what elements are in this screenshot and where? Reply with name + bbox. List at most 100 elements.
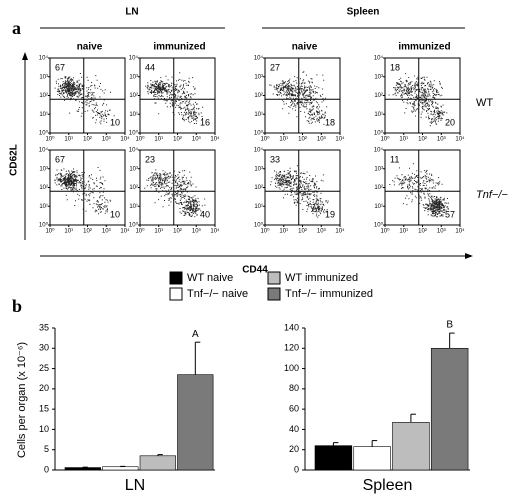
y-tick-label: 10³	[254, 74, 263, 80]
y-tick-label: 40	[289, 424, 299, 434]
x-tick-label: 10²	[418, 137, 427, 143]
annotation: A	[192, 329, 199, 340]
y-tick-label: 120	[284, 343, 299, 353]
x-tick-label: 10⁴	[120, 228, 130, 235]
x-tick-label: 10²	[298, 229, 307, 235]
y-tick-label: 10³	[39, 74, 48, 80]
quadrant-value: 10	[110, 117, 120, 127]
y-tick-label: 10²	[374, 93, 383, 99]
event-cloud	[144, 169, 206, 218]
bar	[314, 445, 353, 471]
quadrant-value: 19	[325, 209, 335, 219]
x-tick-label: 10²	[418, 229, 427, 235]
event-cloud	[389, 163, 449, 218]
condition-label: immunized	[153, 42, 205, 53]
condition-label: naive	[292, 42, 318, 53]
y-tick-label: 10⁴	[39, 147, 49, 154]
quadrant-value: 67	[55, 62, 65, 72]
x-tick-label: 10³	[437, 229, 446, 235]
quadrant-value: 20	[445, 117, 455, 127]
x-tick-label: 10²	[173, 229, 182, 235]
y-axis-label: CD62L	[9, 144, 20, 176]
y-tick-label: 10	[39, 424, 49, 434]
y-tick-label: 10²	[39, 185, 48, 191]
x-axis-label: LN	[125, 477, 145, 494]
y-tick-label: 100	[284, 363, 299, 373]
x-tick-label: 10¹	[64, 137, 73, 143]
y-tick-label: 10³	[254, 166, 263, 172]
y-tick-label: 0	[294, 464, 299, 474]
event-cloud	[54, 167, 112, 215]
y-tick-label: 20	[39, 383, 49, 393]
y-tick-label: 25	[39, 363, 49, 373]
x-tick-label: 10⁰	[260, 136, 270, 143]
bar	[64, 467, 101, 471]
x-tick-label: 10³	[102, 137, 111, 143]
y-tick-label: 10⁰	[129, 222, 139, 229]
y-tick-label: 60	[289, 404, 299, 414]
y-tick-label: 10¹	[129, 204, 138, 210]
y-tick-label: 10⁰	[374, 222, 384, 229]
x-tick-label: 10⁴	[455, 228, 465, 235]
genotype-label: WT	[476, 97, 493, 109]
y-tick-label: 10¹	[129, 112, 138, 118]
bar	[392, 422, 430, 471]
x-tick-label: 10³	[102, 229, 111, 235]
x-tick-label: 10⁴	[210, 136, 220, 143]
y-tick-label: 10²	[254, 185, 263, 191]
x-tick-label: 10¹	[279, 137, 288, 143]
quadrant-value: 40	[200, 209, 210, 219]
quadrant-value: 33	[270, 154, 280, 164]
bar	[430, 347, 469, 471]
x-tick-label: 10⁴	[210, 228, 220, 235]
y-tick-label: 5	[44, 444, 49, 454]
y-tick-label: 10¹	[254, 204, 263, 210]
event-cloud	[388, 73, 448, 127]
legend-swatch	[267, 271, 281, 285]
y-tick-label: 10⁴	[374, 55, 384, 62]
x-tick-label: 10²	[83, 229, 92, 235]
y-tick-label: 15	[39, 404, 49, 414]
legend-label: Tnf−/− naive	[187, 288, 248, 300]
y-tick-label: 10³	[374, 74, 383, 80]
x-tick-label: 10²	[173, 137, 182, 143]
y-tick-label: 10¹	[374, 204, 383, 210]
y-tick-label: 10¹	[374, 112, 383, 118]
y-tick-label: 10³	[39, 166, 48, 172]
legend-swatch	[169, 287, 183, 301]
panel-label: a	[12, 18, 21, 38]
y-tick-label: 10⁴	[39, 55, 49, 62]
bar	[102, 466, 139, 471]
y-tick-label: 10⁰	[39, 130, 49, 137]
x-tick-label: 10⁰	[135, 228, 145, 235]
x-tick-label: 10³	[192, 137, 201, 143]
y-axis-label: Cells per organ (x 10⁻⁶)	[16, 342, 28, 458]
y-tick-label: 30	[39, 343, 49, 353]
y-tick-label: 10³	[129, 166, 138, 172]
quadrant-value: 11	[390, 154, 399, 164]
x-axis-label: Spleen	[363, 477, 413, 494]
condition-label: naive	[77, 42, 103, 53]
panel-label: b	[12, 296, 22, 316]
quadrant-value: 27	[270, 62, 280, 72]
annotation: B	[446, 320, 453, 331]
x-tick-label: 10¹	[154, 229, 163, 235]
y-tick-label: 10²	[374, 185, 383, 191]
y-tick-label: 20	[289, 444, 299, 454]
y-tick-label: 35	[39, 322, 49, 332]
y-tick-label: 10³	[129, 74, 138, 80]
y-tick-label: 10¹	[254, 112, 263, 118]
x-tick-label: 10²	[83, 137, 92, 143]
quadrant-value: 44	[145, 62, 155, 72]
y-tick-label: 10⁴	[254, 147, 264, 154]
x-tick-label: 10³	[437, 137, 446, 143]
quadrant-value: 16	[200, 117, 210, 127]
quadrant-value: 57	[445, 209, 455, 219]
y-tick-label: 10⁴	[129, 55, 139, 62]
x-tick-label: 10²	[298, 137, 307, 143]
x-axis-label: CD44	[242, 265, 268, 276]
x-tick-label: 10⁴	[335, 228, 345, 235]
legend-label: WT immunized	[285, 272, 358, 284]
quadrant-value: 10	[110, 209, 120, 219]
y-tick-label: 10²	[129, 185, 138, 191]
